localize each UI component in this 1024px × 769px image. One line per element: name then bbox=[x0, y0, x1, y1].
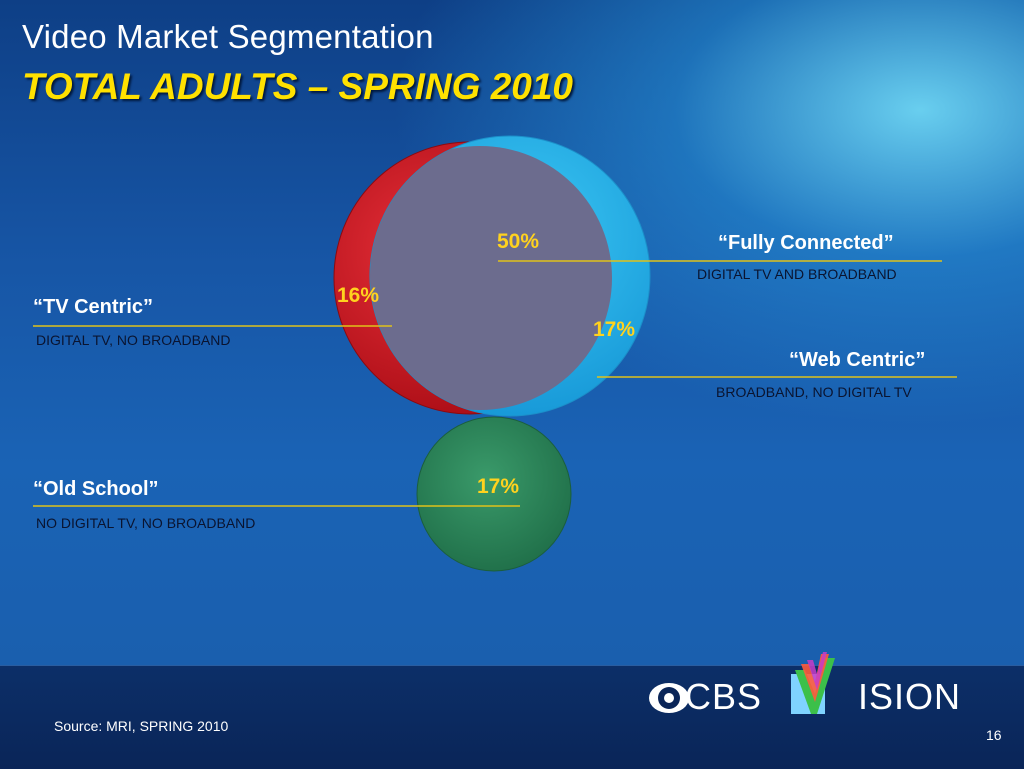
old-school-circle bbox=[416, 416, 572, 572]
footer-band bbox=[0, 665, 1024, 769]
tv-centric-label: “TV Centric” bbox=[33, 296, 154, 318]
slide-title: Video Market Segmentation bbox=[22, 18, 434, 55]
cbs-vision-logo bbox=[649, 652, 835, 714]
old-school-percent: 17% bbox=[477, 475, 520, 498]
web-centric-percent: 17% bbox=[593, 318, 636, 341]
fully-connected-label: “Fully Connected” bbox=[718, 232, 894, 254]
logo-cbs-text: CBS bbox=[685, 676, 763, 717]
page-number: 16 bbox=[986, 727, 1002, 743]
tv-centric-percent: 16% bbox=[337, 284, 380, 307]
old-school-label: “Old School” bbox=[33, 478, 159, 500]
cbs-eye-icon bbox=[649, 683, 689, 713]
logo-vision-text: ISION bbox=[858, 676, 962, 717]
slide-subtitle: TOTAL ADULTS – SPRING 2010 bbox=[22, 66, 574, 107]
vision-v-icon bbox=[791, 652, 835, 714]
web-centric-label: “Web Centric” bbox=[789, 349, 926, 371]
old-school-description: NO DIGITAL TV, NO BROADBAND bbox=[36, 515, 256, 531]
fully-connected-percent: 50% bbox=[497, 230, 540, 253]
fully-connected-overlap bbox=[370, 146, 612, 410]
tv-centric-description: DIGITAL TV, NO BROADBAND bbox=[36, 332, 231, 348]
web-centric-description: BROADBAND, NO DIGITAL TV bbox=[716, 384, 912, 400]
source-note: Source: MRI, SPRING 2010 bbox=[54, 718, 229, 734]
fully-connected-description: DIGITAL TV AND BROADBAND bbox=[697, 266, 897, 282]
